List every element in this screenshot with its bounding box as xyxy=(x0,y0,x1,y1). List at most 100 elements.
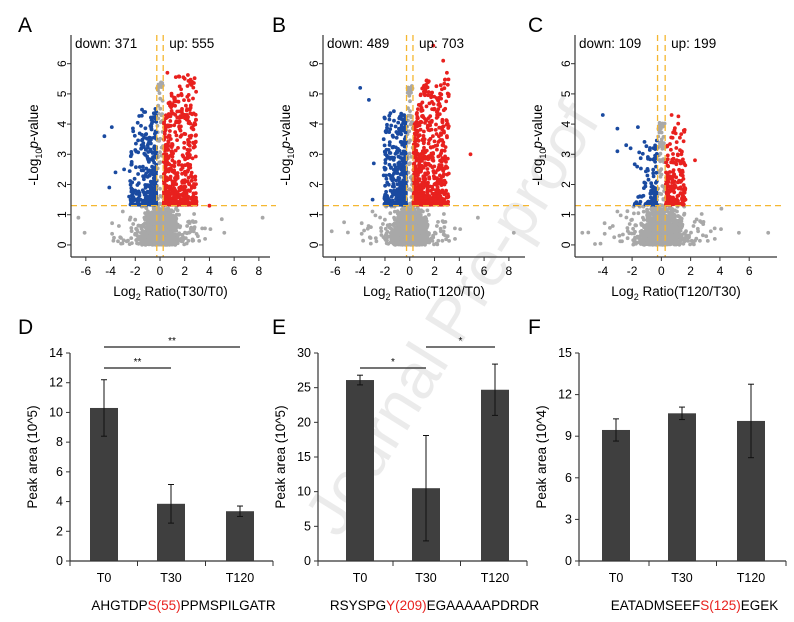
panel-label-A: A xyxy=(18,14,32,37)
point-up xyxy=(427,101,432,106)
point-ns xyxy=(414,230,419,235)
point-ns xyxy=(169,238,174,243)
point-down xyxy=(144,132,149,136)
point-ns xyxy=(190,238,195,243)
point-up xyxy=(441,124,446,129)
point-up xyxy=(434,132,439,136)
point-ns xyxy=(186,238,191,243)
point-ns xyxy=(361,238,365,243)
point-up xyxy=(431,102,436,106)
point-up xyxy=(186,121,191,125)
point-down xyxy=(127,169,132,174)
point-up xyxy=(185,113,189,117)
point-up xyxy=(179,93,184,98)
point-ns xyxy=(407,210,412,215)
point-ns xyxy=(442,212,446,216)
point-ns xyxy=(407,151,412,156)
point-ns xyxy=(396,240,401,245)
point-up xyxy=(418,127,423,132)
point-up xyxy=(168,124,173,128)
point-up xyxy=(413,141,418,146)
text-part: -Log xyxy=(26,159,41,186)
point-ns xyxy=(408,220,413,225)
point-down xyxy=(150,119,155,124)
point-up xyxy=(446,194,451,199)
point-ns xyxy=(133,217,138,222)
point-up xyxy=(191,96,195,101)
point-up xyxy=(187,182,192,187)
point-ns xyxy=(413,219,417,224)
point-up xyxy=(414,112,419,116)
point-up xyxy=(423,86,428,91)
x-tick-label: 0 xyxy=(157,264,164,278)
point-up xyxy=(435,147,439,152)
y-tick-label: 1 xyxy=(55,211,69,218)
point-ns xyxy=(417,230,422,234)
point-ns xyxy=(381,222,385,226)
point-ns xyxy=(397,226,401,231)
y-tick-label: 3 xyxy=(55,151,69,158)
point-up xyxy=(442,148,447,153)
point-ns xyxy=(185,224,190,228)
point-down xyxy=(134,165,138,170)
point-ns xyxy=(390,228,395,233)
point-ns xyxy=(169,235,174,240)
point-up xyxy=(189,173,194,178)
point-ns xyxy=(164,239,169,244)
point-ns xyxy=(373,213,378,218)
point-ns xyxy=(396,237,400,242)
point-up xyxy=(432,107,436,112)
point-up xyxy=(438,83,443,88)
point-ns xyxy=(116,239,120,244)
point-up xyxy=(168,129,172,133)
point-ns xyxy=(169,217,174,222)
point-up xyxy=(178,134,183,139)
point-ns xyxy=(415,206,420,210)
point-ns xyxy=(189,229,193,234)
point-up xyxy=(186,98,191,103)
point-up xyxy=(420,108,425,113)
point-ns xyxy=(401,209,406,213)
point-up xyxy=(442,129,446,134)
point-up xyxy=(188,148,192,152)
point-down xyxy=(138,197,143,202)
point-up xyxy=(428,114,433,118)
point-up xyxy=(445,165,450,170)
text-part: 10 xyxy=(34,149,44,159)
point-ns xyxy=(146,209,150,214)
point-ns xyxy=(196,234,200,239)
point-up xyxy=(180,192,185,197)
point-ns xyxy=(365,226,370,231)
point-up xyxy=(432,194,437,199)
point-up xyxy=(442,172,446,177)
point-ns xyxy=(175,240,180,245)
point-ns xyxy=(435,224,439,228)
point-up xyxy=(436,188,441,193)
point-ns xyxy=(190,219,195,224)
point-up xyxy=(165,70,170,75)
point-up xyxy=(417,178,422,183)
point-up xyxy=(188,189,192,193)
point-ns xyxy=(443,220,448,224)
point-up xyxy=(427,175,431,180)
point-up xyxy=(187,165,191,169)
point-up xyxy=(168,112,173,117)
point-ns xyxy=(175,235,180,240)
point-ns xyxy=(171,209,176,214)
point-up xyxy=(435,114,440,119)
x-tick-label: -6 xyxy=(80,264,91,278)
point-up xyxy=(185,94,190,99)
point-up xyxy=(431,151,435,155)
point-down xyxy=(136,172,141,176)
point-ns xyxy=(177,232,181,237)
point-ns xyxy=(192,212,197,216)
point-up xyxy=(175,109,180,114)
point-ns xyxy=(407,187,412,192)
point-up xyxy=(186,73,190,77)
point-down xyxy=(149,194,154,199)
point-ns xyxy=(119,241,123,246)
point-ns xyxy=(150,238,155,243)
point-ns xyxy=(160,210,164,215)
